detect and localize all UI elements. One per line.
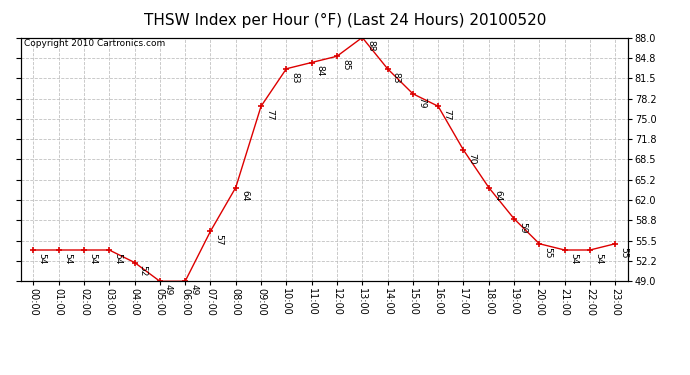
Text: 52: 52	[139, 265, 148, 277]
Text: 54: 54	[113, 253, 122, 264]
Text: 79: 79	[417, 96, 426, 108]
Text: 55: 55	[620, 246, 629, 258]
Text: 54: 54	[569, 253, 578, 264]
Text: 64: 64	[240, 190, 249, 202]
Text: 83: 83	[290, 72, 299, 83]
Text: THSW Index per Hour (°F) (Last 24 Hours) 20100520: THSW Index per Hour (°F) (Last 24 Hours)…	[144, 13, 546, 28]
Text: 54: 54	[88, 253, 97, 264]
Text: 85: 85	[341, 59, 350, 70]
Text: 70: 70	[468, 153, 477, 164]
Text: 84: 84	[316, 65, 325, 76]
Text: 49: 49	[164, 284, 173, 296]
Text: 77: 77	[442, 109, 451, 120]
Text: 54: 54	[594, 253, 603, 264]
Text: 54: 54	[37, 253, 46, 264]
Text: Copyright 2010 Cartronics.com: Copyright 2010 Cartronics.com	[23, 39, 165, 48]
Text: 55: 55	[544, 246, 553, 258]
Text: 57: 57	[215, 234, 224, 246]
Text: 64: 64	[493, 190, 502, 202]
Text: 54: 54	[63, 253, 72, 264]
Text: 59: 59	[518, 222, 527, 233]
Text: 77: 77	[265, 109, 274, 120]
Text: 49: 49	[189, 284, 198, 296]
Text: 88: 88	[366, 40, 375, 52]
Text: 83: 83	[392, 72, 401, 83]
